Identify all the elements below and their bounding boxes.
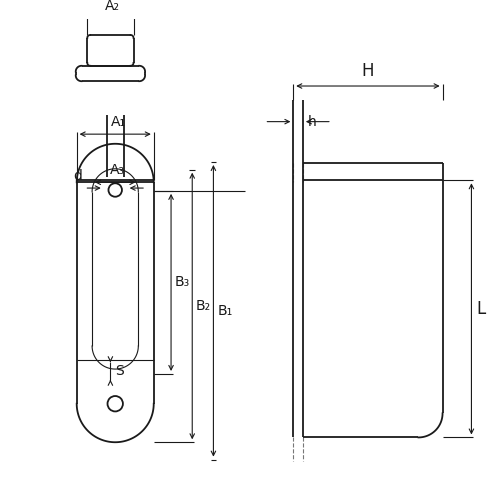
Text: S: S <box>115 364 124 378</box>
Text: h: h <box>308 114 316 128</box>
Text: B₂: B₂ <box>196 299 211 313</box>
Circle shape <box>108 396 123 411</box>
Text: A₁: A₁ <box>110 116 126 130</box>
Text: A₃: A₃ <box>110 164 124 177</box>
Text: d: d <box>74 170 82 183</box>
Circle shape <box>108 184 122 196</box>
Text: L: L <box>476 300 486 318</box>
Text: A₂: A₂ <box>105 0 120 13</box>
Text: B₁: B₁ <box>218 304 232 318</box>
Text: H: H <box>362 62 374 80</box>
Text: B₃: B₃ <box>175 276 190 289</box>
